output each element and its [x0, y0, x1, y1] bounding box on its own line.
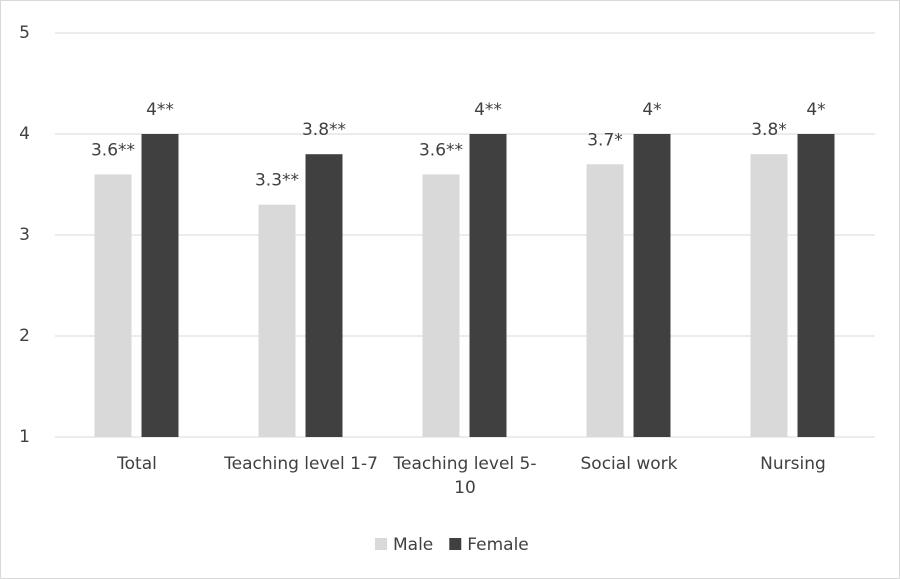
x-tick-label: Teaching level 5-10: [393, 454, 537, 498]
bar: [422, 174, 460, 437]
bar: [586, 164, 624, 438]
bar: [141, 134, 179, 437]
data-label: 3.8**: [302, 120, 346, 140]
data-label: 3.8*: [751, 120, 787, 140]
legend-swatch: [375, 538, 387, 550]
x-tick-label: Nursing: [760, 454, 826, 474]
data-label: 3.6**: [91, 140, 135, 160]
y-tick-label: 4: [19, 124, 30, 144]
bar: [94, 174, 132, 437]
data-label: 3.7*: [587, 130, 623, 150]
y-tick-label: 5: [19, 23, 30, 43]
bar: [750, 154, 788, 437]
legend-swatch: [449, 538, 462, 550]
legend-label: Female: [467, 535, 528, 555]
y-tick-label: 3: [19, 225, 30, 245]
bar: [305, 154, 343, 437]
x-tick-label: Teaching level 1-7: [224, 454, 378, 474]
data-label: 4*: [806, 100, 825, 120]
x-tick-label: Total: [117, 454, 157, 474]
bar: [258, 204, 296, 437]
data-label: 3.3**: [255, 171, 299, 191]
data-label: 4*: [642, 100, 661, 120]
x-tick-label: Social work: [580, 454, 678, 474]
data-label: 3.6**: [419, 140, 463, 160]
y-tick-label: 2: [19, 326, 30, 346]
bar: [469, 134, 507, 437]
bar: [797, 134, 835, 437]
data-label: 4**: [474, 100, 502, 120]
bar: [633, 134, 671, 437]
data-label: 4**: [146, 100, 174, 120]
legend-label: Male: [393, 535, 433, 555]
y-tick-label: 1: [19, 427, 30, 447]
